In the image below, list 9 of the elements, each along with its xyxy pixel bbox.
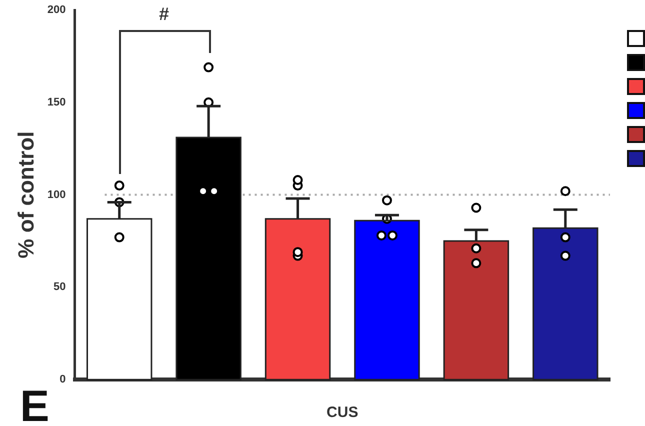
annotation: # [158,4,170,25]
text: E [20,382,50,426]
y-axis-title: % of control [13,131,38,258]
y-tick-label: 150 [47,96,66,108]
y-tick-label: 200 [47,4,66,16]
y-tick-label: 100 [47,188,66,201]
x-axis-title: CUS [326,404,358,422]
y-tick-label: 0 [60,374,66,386]
y-tick-label: 50 [54,281,66,294]
